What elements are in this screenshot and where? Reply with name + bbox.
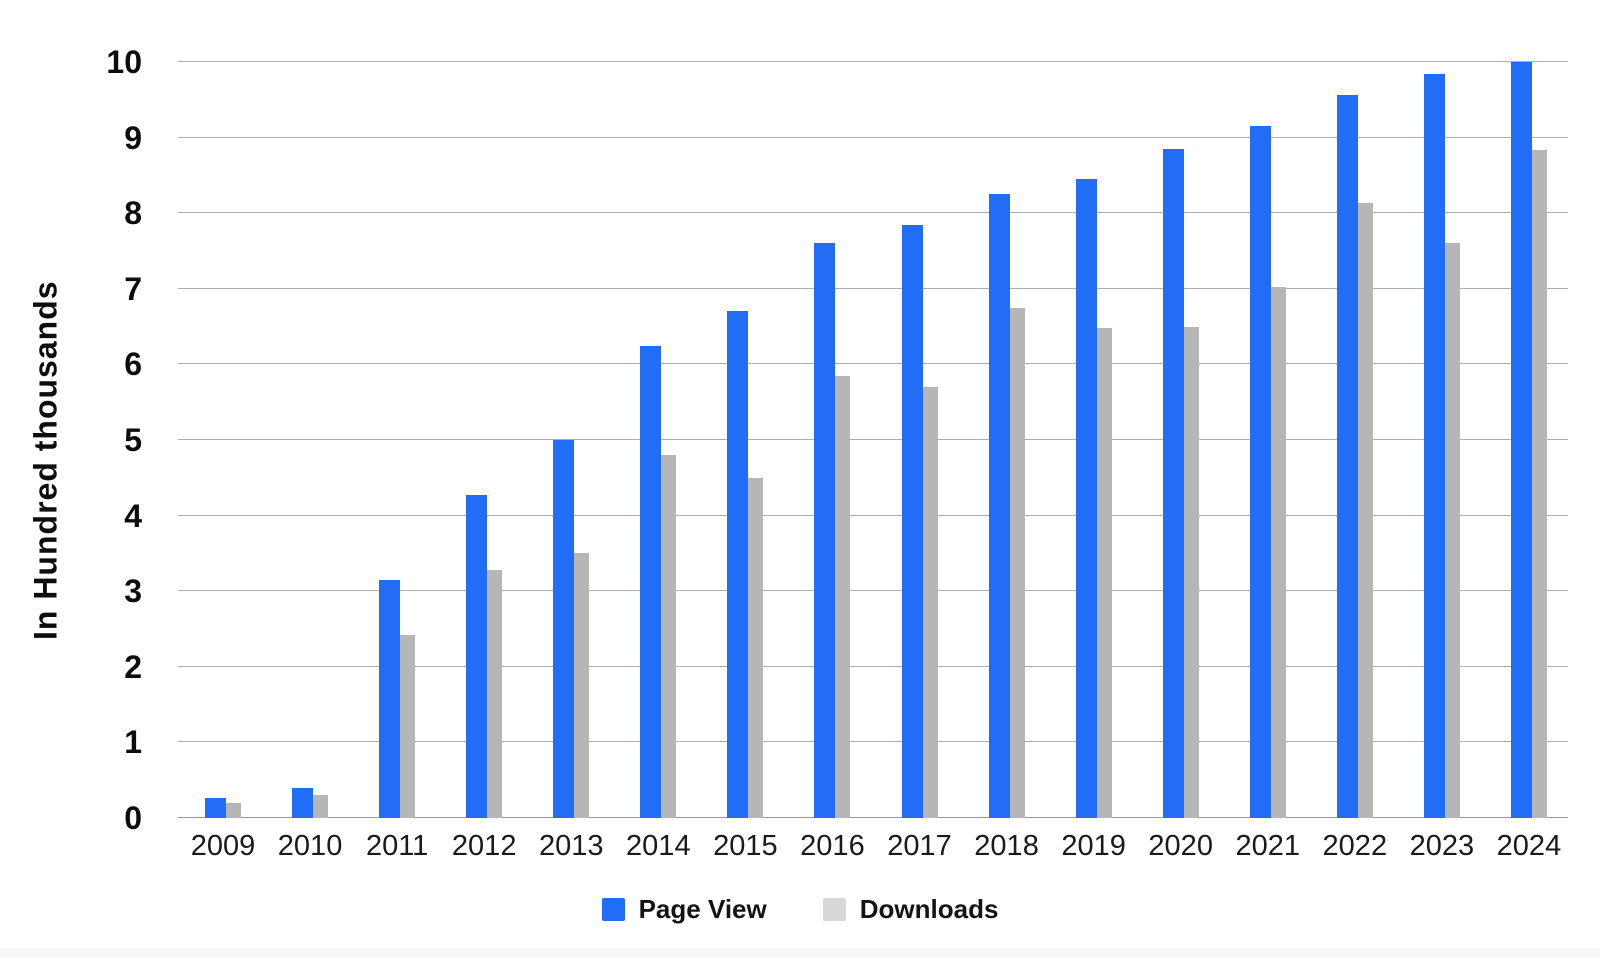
page-view-swatch-icon — [601, 897, 625, 921]
bar-downloads-2010 — [313, 795, 329, 818]
gridline-4 — [178, 514, 1568, 516]
bar-page-view-2020 — [1162, 148, 1184, 818]
year-group-2018: 2018 — [974, 62, 1039, 861]
y-tick-label-10: 10 — [106, 44, 142, 80]
y-tick-label-5: 5 — [124, 422, 142, 458]
x-axis-label-2010: 2010 — [277, 830, 343, 862]
year-group-2024: 2024 — [1497, 62, 1561, 861]
x-axis-label-2024: 2024 — [1496, 830, 1562, 862]
y-axis-title: In Hundred thousands — [27, 280, 64, 640]
bar-downloads-2009 — [226, 802, 241, 818]
bar-page-view-2019 — [1075, 179, 1097, 818]
downloads-swatch-icon — [822, 897, 846, 921]
legend: Page View Downloads — [0, 896, 1600, 922]
bar-downloads-2014 — [661, 455, 677, 818]
bar-downloads-2024 — [1531, 149, 1547, 818]
bar-page-view-2010 — [292, 787, 314, 818]
bar-downloads-2015 — [748, 477, 764, 818]
bar-page-view-2024 — [1510, 62, 1532, 818]
gridline-5 — [178, 439, 1568, 440]
x-axis-label-2011: 2011 — [365, 830, 429, 862]
gridline-10 — [178, 61, 1568, 62]
y-tick-label-3: 3 — [124, 573, 142, 610]
year-group-2019: 2019 — [1061, 62, 1126, 861]
bar-downloads-2019 — [1096, 328, 1112, 818]
x-axis-label-2022: 2022 — [1322, 830, 1388, 862]
x-axis-label-2018: 2018 — [974, 830, 1039, 862]
bar-page-view-2014 — [640, 345, 662, 818]
bar-page-view-2023 — [1423, 74, 1445, 818]
x-axis-label-2021: 2021 — [1235, 830, 1301, 862]
bottom-strip — [0, 948, 1600, 957]
bar-downloads-2012 — [487, 570, 503, 818]
year-group-2012: 2012 — [452, 62, 516, 861]
x-axis-label-2019: 2019 — [1061, 830, 1126, 862]
x-axis-label-2020: 2020 — [1148, 830, 1213, 862]
plot-area: 0 1 2 3 4 5 6 7 8 9 10 2009 2010 2011 2012 2013 2014 201… — [106, 46, 1568, 861]
bar-page-view-2012 — [466, 495, 488, 818]
x-axis-label-2015: 2015 — [713, 830, 778, 862]
x-axis-label-2014: 2014 — [626, 830, 691, 862]
gridline-0 — [178, 817, 1568, 818]
bar-page-view-2017 — [901, 224, 923, 818]
y-tick-label-6: 6 — [124, 346, 142, 383]
gridline-3 — [178, 590, 1568, 592]
gridline-7 — [178, 287, 1568, 289]
bar-page-view-2013 — [553, 440, 575, 818]
y-tick-label-2: 2 — [124, 648, 142, 685]
x-axis-label-2017: 2017 — [887, 830, 952, 862]
x-axis-label-2023: 2023 — [1409, 830, 1475, 862]
bar-page-view-2022 — [1336, 94, 1358, 818]
gridline-9 — [178, 136, 1568, 138]
x-axis-label-2012: 2012 — [451, 830, 517, 862]
x-axis-label-2013: 2013 — [538, 830, 604, 862]
gridline-1 — [178, 741, 1568, 743]
bar-page-view-2018 — [988, 194, 1010, 818]
legend-label-downloads: Downloads — [859, 894, 999, 924]
bar-page-view-2011 — [379, 579, 401, 818]
year-group-2021: 2021 — [1235, 62, 1300, 861]
bar-downloads-2020 — [1183, 326, 1199, 818]
year-group-2022: 2022 — [1323, 62, 1387, 861]
bar-page-view-2016 — [814, 243, 836, 818]
y-tick-label-7: 7 — [124, 270, 142, 307]
gridline-2 — [178, 665, 1568, 667]
y-tick-label-9: 9 — [124, 119, 142, 156]
year-group-2017: 2017 — [887, 62, 952, 861]
legend-label-page-view: Page View — [638, 894, 767, 924]
bar-downloads-2017 — [922, 387, 938, 818]
bar-downloads-2016 — [835, 375, 851, 818]
y-tick-label-0: 0 — [124, 800, 142, 836]
gridline-6 — [178, 363, 1568, 365]
bar-page-view-2015 — [727, 311, 749, 818]
year-group-2023: 2023 — [1410, 62, 1474, 861]
gridline-8 — [178, 212, 1568, 214]
bar-downloads-2023 — [1444, 243, 1460, 818]
bar-downloads-2022 — [1357, 202, 1373, 818]
bar-page-view-2009 — [205, 798, 226, 818]
bars-layer: 2009 2010 2011 2012 2013 2014 2015 2016 2017 2018… — [178, 62, 1568, 861]
y-tick-label-4: 4 — [124, 497, 142, 534]
year-group-2011: 2011 — [366, 62, 428, 861]
legend-item-downloads: Downloads — [822, 894, 999, 924]
year-group-2020: 2020 — [1148, 62, 1213, 861]
year-group-2015: 2015 — [713, 62, 778, 861]
x-axis-label-2009: 2009 — [190, 830, 256, 862]
bar-downloads-2018 — [1009, 307, 1025, 818]
x-axis-label-2016: 2016 — [800, 830, 865, 862]
bar-page-view-2021 — [1249, 126, 1271, 818]
year-group-2013: 2013 — [539, 62, 604, 861]
bar-downloads-2013 — [574, 553, 590, 818]
year-group-2009: 2009 — [191, 62, 255, 861]
bar-downloads-2011 — [400, 635, 416, 818]
y-tick-label-1: 1 — [124, 724, 142, 761]
year-group-2010: 2010 — [278, 62, 342, 861]
y-tick-label-8: 8 — [124, 195, 142, 232]
legend-item-page-view: Page View — [601, 894, 767, 924]
year-group-2014: 2014 — [626, 62, 691, 861]
year-group-2016: 2016 — [800, 62, 865, 861]
bar-downloads-2021 — [1270, 286, 1286, 818]
